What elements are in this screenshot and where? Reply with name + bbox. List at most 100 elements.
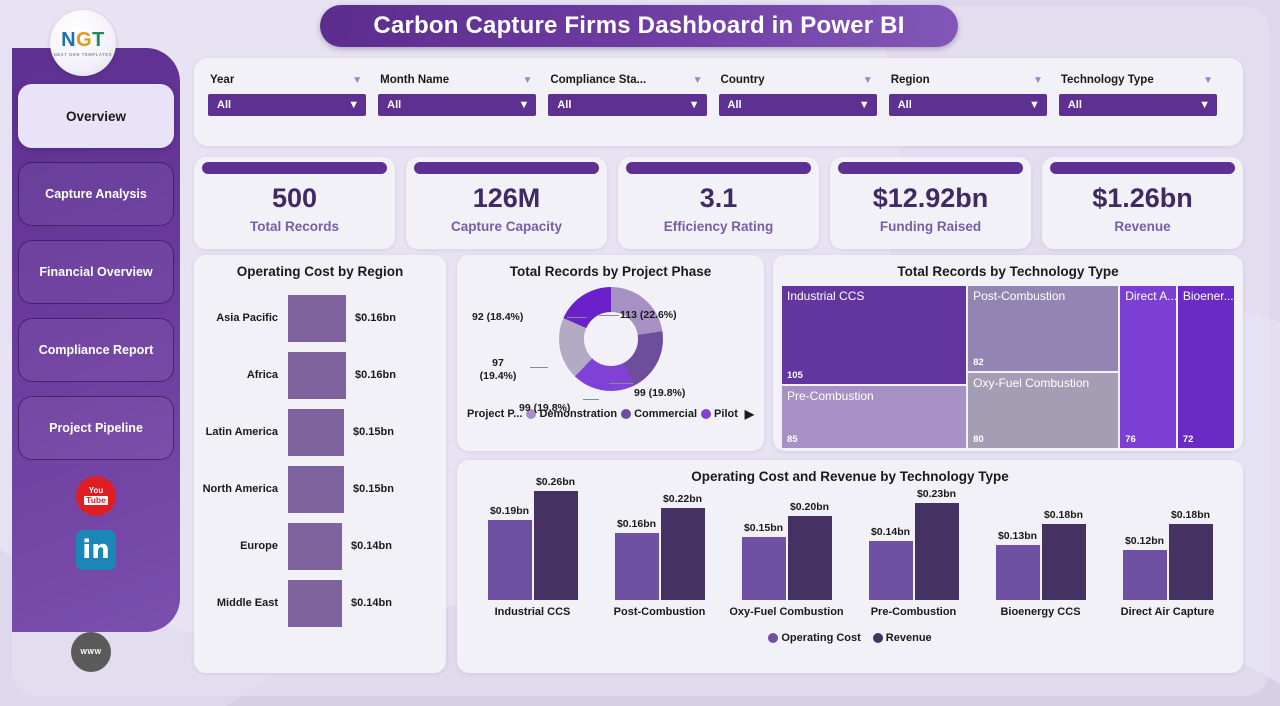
filter-dropdown[interactable]: All ▼ [208,94,367,116]
bar-segment[interactable] [288,408,344,456]
legend-label: Demonstration [539,408,618,420]
bar-value-label: $0.20bn [789,500,830,513]
chart-operating-cost-by-region: Operating Cost by Region Asia Pacific $0.… [194,255,446,673]
treemap-tile[interactable]: Oxy-Fuel Combustion 80 [967,371,1120,449]
bar-segment[interactable] [288,522,342,570]
chevron-down-icon[interactable]: ▼ [352,74,363,86]
bar-segment[interactable] [288,465,344,513]
bar-revenue[interactable]: $0.20bn [787,501,832,601]
bar-chart-rows: Asia Pacific $0.16bn Africa $0.16bn Latin Am… [194,279,446,628]
kpi-accent-bar [626,162,811,174]
bar-value-label: $0.13bn [997,530,1038,543]
legend-item-revenue[interactable]: Revenue [872,632,932,644]
chevron-down-icon[interactable]: ▼ [1032,74,1043,86]
donut-leader-2 [583,399,599,400]
chevron-down-icon: ▼ [1199,99,1211,111]
filter-dropdown[interactable]: All ▼ [718,94,877,116]
legend-next-arrow-icon[interactable]: ▶ [744,407,754,421]
treemap-tile-value: 85 [787,433,798,445]
kpi-card-funding-raised[interactable]: $12.92bn Funding Raised [830,157,1031,249]
chart-title: Operating Cost and Revenue by Technology… [691,469,1009,484]
youtube-icon[interactable]: You Tube [76,476,116,516]
treemap-tile[interactable]: Industrial CCS 105 [781,285,968,386]
website-icon[interactable]: WWW [71,632,111,672]
legend-item-demonstration[interactable]: Demonstration [526,408,617,420]
bar-operating-cost[interactable]: $0.19bn [487,505,532,601]
filter-value: All [897,99,912,111]
bar-value-label: $0.14bn [351,540,392,552]
kpi-card-efficiency-rating[interactable]: 3.1 Efficiency Rating [618,157,819,249]
bar-row[interactable]: Europe $0.14bn [202,521,436,571]
youtube-icon-bottom: Tube [84,494,108,506]
treemap-tile-value: 105 [787,370,803,382]
sidebar-item-capture-analysis[interactable]: Capture Analysis [18,162,174,226]
bar-group-bars: $0.12bn $0.18bn [1122,482,1213,601]
filter-label: Month Name [380,74,450,86]
bar-segment[interactable] [288,579,342,627]
filter-dropdown[interactable]: All ▼ [378,94,537,116]
sidebar-item-compliance-report[interactable]: Compliance Report [18,318,174,382]
filter-dropdown[interactable]: All ▼ [888,94,1047,116]
bar-operating-cost[interactable]: $0.15bn [741,522,786,601]
sidebar-item-label: Financial Overview [39,265,153,279]
filter-header: Region ▼ [889,74,1047,86]
bar-segment[interactable] [288,351,346,399]
bar-segment[interactable] [288,294,346,342]
logo-tagline: NEXT GEN TEMPLATES [53,51,113,57]
bar-row[interactable]: Africa $0.16bn [202,350,436,400]
bar-category-label: Europe [240,540,278,552]
treemap-tile[interactable]: Pre-Combustion 85 [781,385,968,449]
kpi-card-revenue[interactable]: $1.26bn Revenue [1042,157,1243,249]
bar-value-label: $0.14bn [351,597,392,609]
legend-item-commercial[interactable]: Commercial [621,408,697,420]
bar-row[interactable]: North America $0.15bn [202,464,436,514]
bar-operating-cost[interactable]: $0.13bn [995,530,1040,601]
bar-category-label: Pre-Combustion [870,606,957,619]
bar-revenue[interactable]: $0.23bn [914,488,959,601]
sidebar-item-overview[interactable]: Overview [18,84,174,148]
chevron-down-icon[interactable]: ▼ [692,74,703,86]
bar-value-label: $0.15bn [353,483,394,495]
bar-row[interactable]: Asia Pacific $0.16bn [202,293,436,343]
filter-region: Region ▼ All ▼ [888,74,1059,116]
treemap-tile[interactable]: Direct A... 76 [1119,285,1177,449]
kpi-card-capture-capacity[interactable]: 126M Capture Capacity [406,157,607,249]
legend-item-operating-cost[interactable]: Operating Cost [768,632,861,644]
donut-ring[interactable] [558,287,663,391]
bar-operating-cost[interactable]: $0.12bn [1122,535,1167,601]
bar-row[interactable]: Middle East $0.14bn [202,578,436,628]
treemap-plot-area: Industrial CCS 105 Pre-Combustion 85 Post-Co… [781,285,1235,449]
bar-revenue[interactable]: $0.18bn [1168,509,1213,601]
chevron-down-icon[interactable]: ▼ [1203,74,1214,86]
sidebar-item-project-pipeline[interactable]: Project Pipeline [18,396,174,460]
bar-revenue[interactable]: $0.22bn [660,493,705,601]
filter-label: Compliance Sta... [550,74,647,86]
legend-label: Pilot [714,408,738,420]
bar-operating-cost[interactable]: $0.14bn [868,526,913,601]
filter-dropdown[interactable]: All ▼ [548,94,707,116]
donut-label-4: 92 (18.4%) [472,311,524,323]
treemap-tile-value: 82 [973,356,984,368]
chevron-down-icon[interactable]: ▼ [862,74,873,86]
treemap-tile[interactable]: Post-Combustion 82 [967,285,1120,372]
bar-operating-cost[interactable]: $0.16bn [614,518,659,601]
logo-text: NGT [61,30,105,50]
bar-revenue[interactable]: $0.26bn [533,476,578,601]
treemap-tile[interactable]: Bioener... 72 [1176,285,1235,449]
filter-header: Compliance Sta... ▼ [548,74,706,86]
kpi-card-total-records[interactable]: 500 Total Records [194,157,395,249]
bar-group: $0.14bn $0.23bn Pre-Combustion [856,482,972,620]
ngt-logo: NGT NEXT GEN TEMPLATES [50,10,116,76]
bar-row[interactable]: Latin America $0.15bn [202,407,436,457]
kpi-label: Total Records [249,218,339,234]
bar-revenue[interactable]: $0.18bn [1041,509,1086,601]
legend-swatch-icon [621,409,632,419]
legend-item-pilot[interactable]: Pilot [701,408,738,420]
chevron-down-icon[interactable]: ▼ [522,74,533,86]
filter-dropdown[interactable]: All ▼ [1058,94,1218,116]
sidebar-item-label: Compliance Report [38,343,154,357]
linkedin-icon[interactable]: in [76,530,116,570]
logo-letter-g: G [76,28,93,51]
sidebar-item-financial-overview[interactable]: Financial Overview [18,240,174,304]
legend-swatch-icon [768,633,779,643]
